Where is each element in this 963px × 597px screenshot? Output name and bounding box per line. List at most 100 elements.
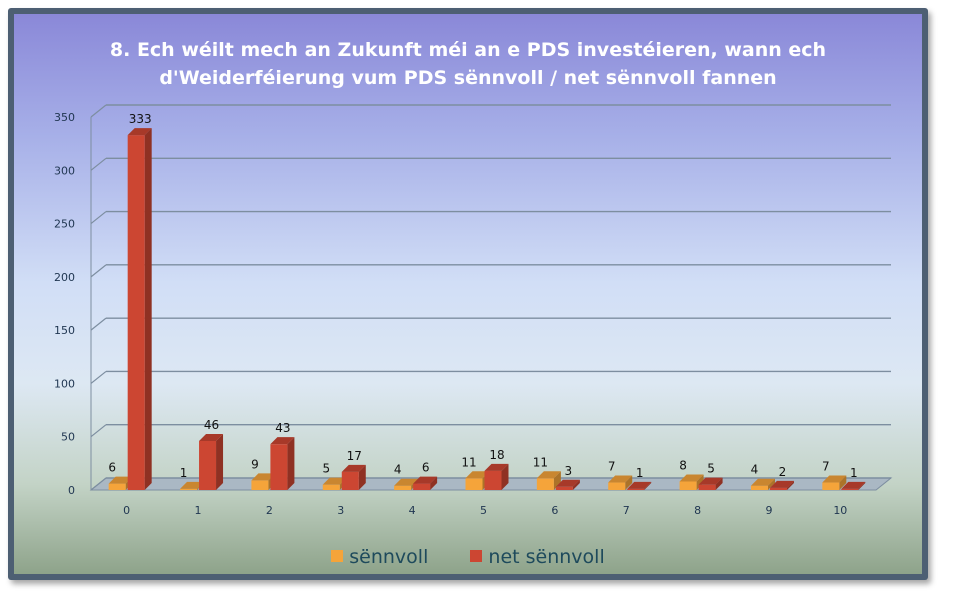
x-tick-label: 3 [337,504,344,517]
bar [769,487,787,490]
data-label: 5 [322,462,330,476]
bar-top [322,477,347,485]
bar-top [822,475,847,483]
chart-title-line-2: d'Weiderféierung vum PDS sënnvoll / net … [159,67,777,89]
y-tick-label: 50 [61,431,75,444]
y-tick-label: 200 [54,271,75,284]
bar [108,483,126,490]
bar [841,488,859,490]
bar [341,471,359,490]
legend-swatch-net-sennvoll [470,550,483,562]
legend-swatch-sennvoll [331,550,344,562]
data-label: 11 [461,455,476,469]
bar [555,486,573,490]
gridline-depth [90,104,107,118]
data-label: 333 [129,112,152,126]
data-label: 17 [347,449,362,463]
data-label: 6 [108,461,116,475]
y-tick-label: 150 [54,324,75,337]
bar [608,482,626,490]
data-label: 18 [489,448,504,462]
data-label: 1 [850,466,858,480]
bar-top [555,479,580,487]
chart-area: 8. Ech wéilt mech an Zukunft méi an e PD… [14,14,922,574]
bar-top [394,478,419,486]
chart-title-line-1: 8. Ech wéilt mech an Zukunft méi an e PD… [109,39,827,61]
bar-side [553,471,561,490]
x-tick-label: 1 [195,504,202,517]
x-tick-label: 2 [266,504,273,517]
bar-side [144,128,152,491]
data-label: 11 [533,455,548,469]
bar-side [786,480,794,490]
bar [750,485,768,490]
bar [679,481,697,490]
bar-top [750,478,775,486]
data-label: 43 [275,421,290,435]
bar [322,484,340,490]
bar [822,482,840,490]
data-label: 9 [251,457,259,471]
bar-top [769,480,794,488]
bar-top [341,464,366,472]
gridline-depth [90,424,107,438]
gridline-depth [90,317,107,331]
legend-label-net-sennvoll: net sënnvoll [488,546,605,568]
bar-top [108,476,133,484]
chart-title: 8. Ech wéilt mech an Zukunft méi an e PD… [14,36,922,92]
bar-side [858,481,866,490]
bar-side [839,475,847,490]
bar-side [358,464,366,490]
y-tick-label: 250 [54,218,75,231]
data-label: 4 [394,463,402,477]
bar-side [715,477,723,490]
y-tick-label: 0 [68,484,75,497]
bar-side [216,433,224,490]
chart-frame: 8. Ech wéilt mech an Zukunft méi an e PD… [8,8,928,580]
bar-top [465,471,490,479]
gridline-depth [90,264,107,278]
bar [698,484,716,490]
x-tick-label: 8 [694,504,701,517]
data-label: 7 [822,460,830,474]
bar [627,488,645,490]
gridline-depth [90,157,107,171]
bar [413,483,431,490]
data-label: 6 [422,461,430,475]
bar [127,135,145,491]
data-label: 1 [636,466,644,480]
bar-top [841,481,866,489]
bar-top [536,471,561,479]
bar-top [180,481,205,489]
x-tick-label: 9 [765,504,772,517]
bar-side [644,481,652,490]
y-tick-label: 350 [54,111,75,124]
gridline-depth [90,370,107,384]
bar-top [270,437,295,445]
data-label: 1 [180,466,188,480]
bar-side [696,474,704,490]
bar-top [199,433,224,441]
data-label: 8 [679,458,687,472]
bar-top [484,463,509,471]
x-tick-label: 0 [123,504,130,517]
bar-top [608,475,633,483]
bar [251,480,269,490]
legend-item-net-sennvoll: net sënnvoll [470,546,605,568]
bar-side [501,463,509,490]
bar-side [430,476,438,490]
gridline-depth [90,477,107,491]
legend: sënnvoll net sënnvoll [14,546,922,568]
bar-top [698,477,723,485]
y-tick-label: 300 [54,164,75,177]
bar [270,444,288,490]
bar [536,478,554,490]
bar [180,488,198,490]
data-label: 3 [565,464,573,478]
x-tick-label: 5 [480,504,487,517]
bar [394,485,412,490]
bar [199,440,217,490]
data-label: 46 [204,418,219,432]
x-tick-label: 4 [409,504,416,517]
